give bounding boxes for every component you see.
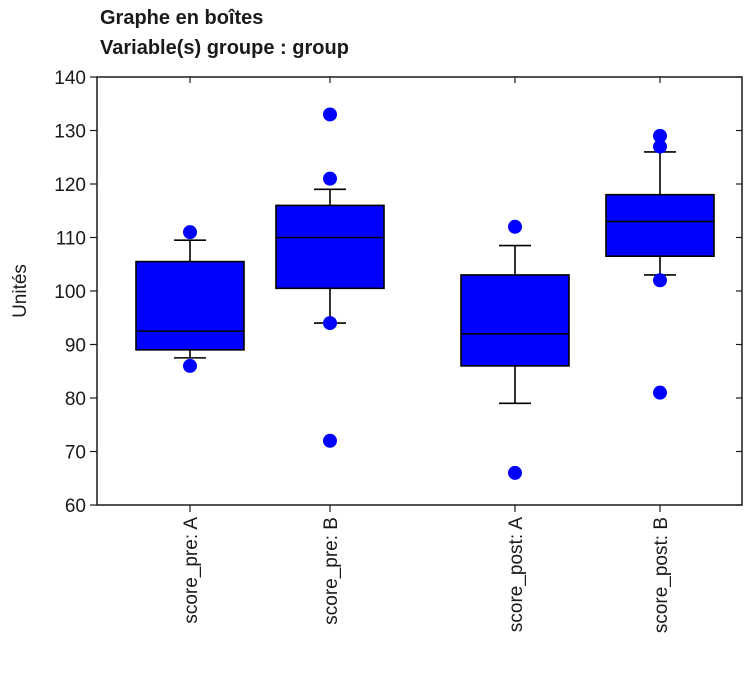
- y-tick-label: 90: [65, 336, 86, 357]
- outlier-point: [323, 107, 337, 122]
- y-axis-label: Unités: [10, 264, 31, 318]
- box-4: [605, 128, 715, 400]
- plot-frame: [96, 76, 743, 506]
- chart-title: Graphe en boîtes: [100, 7, 264, 29]
- y-tick-label: 110: [56, 229, 86, 250]
- y-tick-label: 70: [65, 443, 86, 464]
- outlier-point: [183, 358, 197, 373]
- y-tick-label: 130: [54, 122, 86, 143]
- outlier-point: [653, 273, 667, 288]
- y-tick-label: 120: [54, 175, 86, 196]
- box-iqr: [605, 193, 715, 258]
- chart-subtitle: Variable(s) groupe : group: [100, 37, 349, 59]
- y-tick-label: 80: [65, 389, 86, 410]
- outlier-point: [653, 139, 667, 154]
- x-tick-label: score_post: A: [506, 517, 527, 632]
- box-plot-series: [135, 107, 715, 480]
- outlier-point: [508, 219, 522, 234]
- box-iqr: [275, 204, 385, 290]
- box-iqr: [135, 260, 245, 351]
- box-2: [275, 107, 385, 448]
- y-tick-label: 60: [65, 496, 86, 517]
- box-1: [135, 225, 245, 373]
- outlier-point: [323, 316, 337, 331]
- x-tick-label: score_pre: B: [321, 517, 342, 625]
- outlier-point: [323, 433, 337, 448]
- box-iqr: [460, 274, 570, 367]
- box-3: [460, 219, 570, 480]
- y-axis: 60 70 80 90 100 110 120 130 140: [54, 68, 742, 517]
- outlier-point: [508, 465, 522, 480]
- y-tick-label: 100: [54, 282, 86, 303]
- outlier-point: [653, 128, 667, 143]
- x-tick-label: score_pre: A: [181, 517, 202, 624]
- outlier-point: [183, 225, 197, 240]
- x-axis: score_pre: A score_pre: B score_post: A sco…: [181, 77, 672, 633]
- outlier-point: [653, 385, 667, 400]
- outlier-point: [323, 171, 337, 186]
- x-tick-label: score_post: B: [651, 517, 672, 633]
- y-tick-label: 140: [54, 68, 86, 89]
